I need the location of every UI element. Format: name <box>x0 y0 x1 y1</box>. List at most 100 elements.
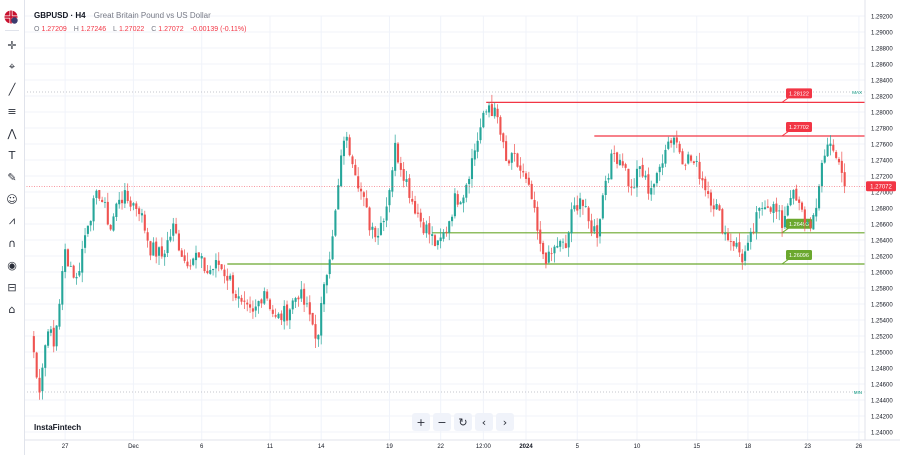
eye-icon[interactable]: ◉ <box>7 258 17 272</box>
candle-body <box>616 152 619 164</box>
symbol-name: GBPUSD · H4 <box>34 11 86 20</box>
candle-body <box>502 133 505 143</box>
candle-body <box>462 197 465 204</box>
candle-body <box>396 143 400 163</box>
scroll-left-icon[interactable]: ‹ <box>475 413 493 431</box>
trend-line-icon[interactable]: ╱ <box>8 82 16 96</box>
candle-body <box>621 161 624 166</box>
candle-body <box>550 253 553 255</box>
candle-body <box>567 232 570 248</box>
candle-body <box>394 142 397 171</box>
pattern-icon[interactable]: ⋀ <box>7 126 17 140</box>
candle-body <box>439 237 442 242</box>
candle-body <box>544 252 547 265</box>
candle-body <box>715 203 718 210</box>
candle-body <box>388 190 391 206</box>
candle-body <box>675 137 678 143</box>
scroll-right-icon[interactable]: › <box>496 413 514 431</box>
candle-body <box>348 137 351 156</box>
candle-body <box>749 231 752 242</box>
price-axis[interactable]: 1.24000 1.24200 1.24400 1.24600 1.24800 1.250… <box>871 15 893 437</box>
candle-body <box>763 207 767 210</box>
candle-body <box>519 165 522 171</box>
candle-body <box>644 175 647 178</box>
candle-body <box>66 249 70 267</box>
candle-body <box>818 186 821 209</box>
candle-body <box>189 265 192 267</box>
symbol-legend[interactable]: GBPUSD · H4 Great Britain Pound vs US Do… <box>34 11 211 20</box>
price-tick-label: 1.26400 <box>871 239 893 245</box>
candle-body <box>89 220 92 226</box>
price-tick-label: 1.28200 <box>871 95 893 101</box>
candle-body <box>69 266 72 267</box>
trash-icon[interactable]: ⌂ <box>8 302 16 316</box>
horizontal-levels[interactable]: MAX MIN 1.28122 1.27702 1.26493 1.26096 <box>24 88 865 395</box>
time-tick-label: 18 <box>745 444 752 450</box>
candle-body <box>630 186 633 188</box>
lock-icon[interactable]: ⊟ <box>7 280 17 294</box>
toolbar-separator <box>5 30 19 31</box>
emoji-icon[interactable]: ☺ <box>6 192 18 206</box>
candle-body <box>678 143 681 153</box>
candle-body <box>61 271 64 305</box>
price-tags: 1.27072 <box>24 181 896 192</box>
max-label: MAX <box>852 90 862 95</box>
symbol-description: Great Britain Pound vs US Dollar <box>93 11 211 20</box>
candle-body <box>465 184 468 198</box>
candle-body <box>758 208 761 211</box>
time-tick-label: 12:00 <box>476 444 492 450</box>
candle-body <box>422 222 425 234</box>
change-value: -0.00139 (-0.11%) <box>190 26 247 33</box>
candle-body <box>64 249 67 272</box>
open-label: O <box>34 26 40 33</box>
candle-body <box>752 231 755 233</box>
candle-body <box>470 158 474 180</box>
fib-icon[interactable]: ≡ <box>7 104 17 118</box>
candle-body <box>203 257 206 272</box>
candle-body <box>786 205 789 216</box>
text-icon[interactable]: T <box>8 148 16 162</box>
price-tick-label: 1.27600 <box>871 143 893 149</box>
candle-body <box>627 168 630 187</box>
candle-body <box>453 193 456 217</box>
candle-body <box>553 246 556 254</box>
zoom-in-icon[interactable]: + <box>412 413 430 431</box>
candle-body <box>598 219 602 237</box>
candle-body <box>231 275 235 294</box>
candle-body <box>448 221 451 233</box>
candle-body <box>431 234 434 236</box>
measure-icon[interactable]: ⩘ <box>8 214 16 227</box>
open-value: 1.27209 <box>41 26 67 33</box>
price-tick-label: 1.28000 <box>871 111 893 117</box>
zoom-out-icon[interactable]: − <box>433 413 451 431</box>
candle-body <box>391 170 394 192</box>
candle-body <box>340 155 343 187</box>
time-tick-label: 27 <box>62 444 69 450</box>
cursor-icon[interactable]: ⌖ <box>8 60 16 73</box>
price-tick-label: 1.26800 <box>871 207 893 213</box>
candle-body <box>732 241 735 247</box>
candle-body <box>459 202 462 205</box>
price-tick-label: 1.26200 <box>871 255 893 261</box>
candle-body <box>672 137 676 145</box>
candle-body <box>229 275 232 280</box>
candle-body <box>32 336 35 353</box>
crosshair-icon[interactable]: ✛ <box>7 38 17 52</box>
candle-body <box>212 269 215 271</box>
candle-body <box>570 209 573 234</box>
candle-body <box>109 224 112 230</box>
time-tick-label: 14 <box>318 444 325 450</box>
candle-body <box>214 260 217 269</box>
candle-body <box>789 197 792 206</box>
brush-icon[interactable]: ✎ <box>7 170 17 184</box>
candle-body <box>345 136 348 141</box>
reset-icon[interactable]: ↻ <box>454 413 472 431</box>
symbol-logo-icon <box>4 10 18 24</box>
candle-body <box>411 198 414 202</box>
price-tick-label: 1.25800 <box>871 287 893 293</box>
candle-body <box>155 241 158 257</box>
magnet-icon[interactable]: ∩ <box>7 236 17 250</box>
